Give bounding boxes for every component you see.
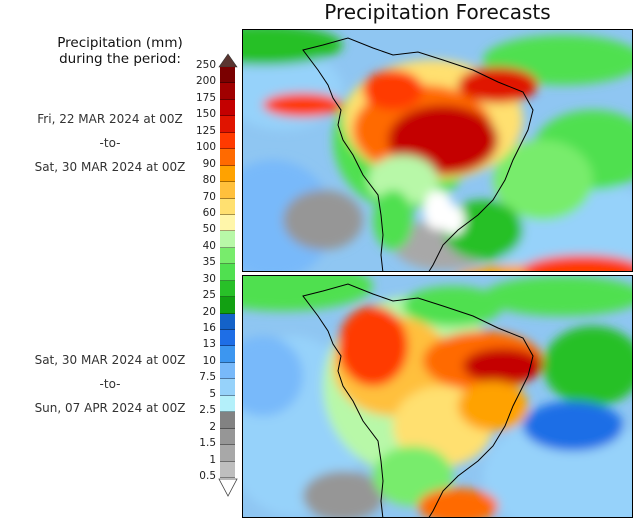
- legend-tick-label: 125: [195, 124, 216, 137]
- legend-band: [220, 428, 235, 446]
- legend-tick-label: 150: [195, 108, 216, 121]
- forecast-map-period-2: [242, 275, 633, 518]
- legend-band: [220, 116, 235, 133]
- legend-band: [220, 445, 235, 462]
- legend-tick-label: 50: [202, 223, 216, 236]
- period-1-start: Fri, 22 MAR 2024 at 00Z: [37, 112, 183, 126]
- legend-band: [220, 346, 235, 363]
- coastline: [302, 283, 534, 517]
- legend-band: [220, 264, 235, 281]
- legend-band: [220, 330, 235, 347]
- legend-tick-label: 80: [202, 174, 216, 187]
- legend-tick-label: 2: [209, 420, 216, 433]
- legend-band: [220, 362, 235, 380]
- precip-area: [458, 381, 528, 431]
- precip-area: [363, 70, 423, 110]
- legend-band: [220, 280, 235, 298]
- legend-under-arrow: [218, 478, 238, 497]
- precip-area: [458, 67, 538, 103]
- legend-tick-label: 30: [202, 272, 216, 285]
- legend-tick-label: 16: [202, 322, 216, 335]
- period-2-end: Sun, 07 APR 2024 at 00Z: [34, 401, 186, 415]
- legend-tick-label: 100: [195, 141, 216, 154]
- legend-tick-label: 250: [195, 59, 216, 71]
- legend-band: [220, 379, 235, 396]
- precip-area: [523, 255, 632, 271]
- legend-band: [220, 214, 235, 232]
- legend-tick-label: 25: [202, 289, 216, 302]
- legend-tick-label: 40: [202, 239, 216, 252]
- legend-tick-label: 0.5: [199, 470, 216, 482]
- legend-band: [220, 182, 235, 199]
- legend-tick-label: 200: [195, 75, 216, 88]
- coastline: [302, 37, 534, 271]
- precip-area: [463, 348, 543, 384]
- legend-heading: Precipitation (mm) during the period:: [20, 35, 220, 67]
- legend-band: [220, 67, 235, 84]
- period-1-end: Sat, 30 MAR 2024 at 00Z: [34, 160, 186, 174]
- legend-band: [220, 461, 235, 478]
- legend-tick-label: 7.5: [199, 371, 216, 384]
- legend-tick-label: 70: [202, 190, 216, 203]
- legend-colorbar: [220, 67, 235, 478]
- precip-area: [243, 336, 303, 416]
- legend-band: [220, 395, 235, 413]
- legend-band: [220, 149, 235, 166]
- period-1-sep: -to-: [99, 136, 121, 150]
- precip-area: [303, 471, 383, 517]
- period-2-sep: -to-: [99, 377, 121, 391]
- page-title: Precipitation Forecasts: [324, 0, 551, 24]
- legend-tick-label: 90: [202, 157, 216, 170]
- legend-band: [220, 198, 235, 215]
- legend-tick-label: 10: [202, 354, 216, 367]
- precip-area: [338, 306, 408, 386]
- legend-tick-label: 175: [195, 91, 216, 104]
- legend-band: [220, 83, 235, 100]
- forecast-map-period-1: [242, 29, 633, 272]
- legend-band: [220, 132, 235, 150]
- legend-band: [220, 297, 235, 314]
- legend-band: [220, 412, 235, 429]
- legend-band: [220, 231, 235, 248]
- legend-band: [220, 99, 235, 117]
- legend-heading-line2: during the period:: [59, 51, 181, 67]
- legend-tick-label: 2.5: [199, 404, 216, 417]
- precip-area: [543, 326, 632, 406]
- precip-area: [418, 488, 498, 517]
- precip-area: [441, 205, 465, 235]
- period-2-label: Sat, 30 MAR 2024 at 00Z -to- Sun, 07 APR…: [10, 348, 210, 420]
- legend-heading-line1: Precipitation (mm): [57, 35, 183, 51]
- precip-area: [373, 446, 453, 506]
- legend-tick-label: 5: [209, 387, 216, 400]
- legend-band: [220, 165, 235, 183]
- period-1-label: Fri, 22 MAR 2024 at 00Z -to- Sat, 30 MAR…: [10, 107, 210, 179]
- precip-area: [493, 140, 593, 220]
- precip-area: [283, 190, 363, 250]
- precip-area: [243, 276, 373, 311]
- legend-tick-label: 35: [202, 256, 216, 269]
- period-2-start: Sat, 30 MAR 2024 at 00Z: [34, 353, 186, 367]
- precip-area: [523, 401, 623, 451]
- precip-area: [403, 286, 503, 326]
- legend-tick-label: 13: [202, 338, 216, 351]
- legend-over-arrow: [218, 53, 238, 68]
- legend-band: [220, 247, 235, 265]
- legend-tick-label: 20: [202, 305, 216, 318]
- precip-area: [243, 30, 343, 65]
- precip-area: [483, 276, 632, 316]
- legend-tick-label: 1.5: [199, 437, 216, 450]
- legend-tick-label: 1: [209, 453, 216, 466]
- precip-area: [263, 93, 343, 117]
- legend-band: [220, 313, 235, 330]
- legend-tick-label: 60: [202, 206, 216, 219]
